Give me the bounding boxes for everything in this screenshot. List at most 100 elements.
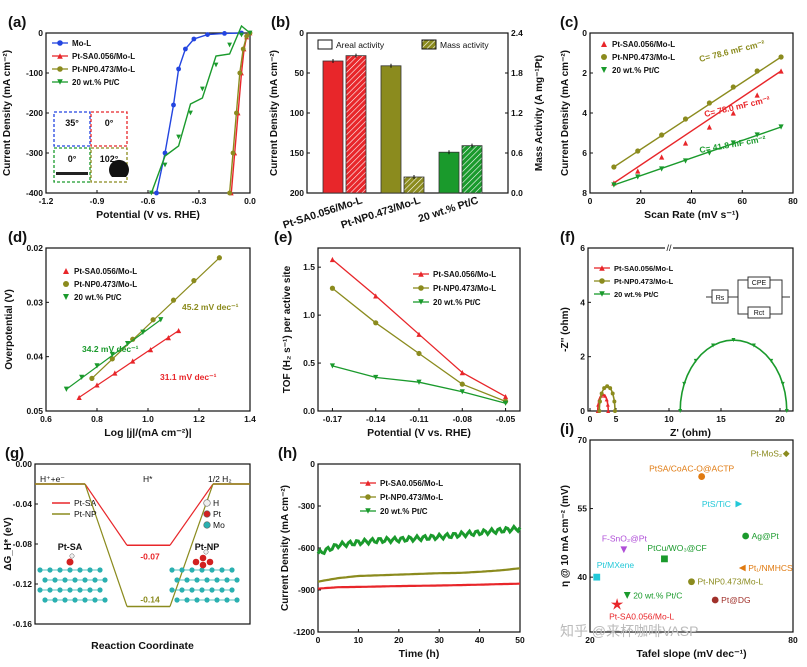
g-mo-atom (194, 577, 200, 583)
a-legend-marker (57, 79, 63, 85)
e-legend-entry: 20 wt.% Pt/C (433, 298, 481, 307)
g-mo-atom (87, 567, 93, 573)
b-panel: (b) 0 50 100 150 200 Current Density (mA cm⁻²)… (269, 14, 545, 231)
c-y-tick-label: 6 (582, 148, 587, 158)
f-circuit-rct (747, 306, 771, 319)
a-y-axis-label: Current Density (mA cm⁻²) (2, 50, 13, 176)
c-data-point (659, 132, 665, 138)
e-data-point (502, 394, 509, 400)
h-stability-curve (317, 567, 521, 583)
c-data-point (754, 132, 760, 138)
g-mo-atom (102, 597, 108, 603)
d-x-tick-label: 1.4 (244, 414, 256, 424)
g-value-label: -0.07 (140, 551, 160, 561)
c-x-tick-label: 40 (687, 196, 697, 206)
a-data-point (237, 70, 243, 76)
g-mo-atom (229, 587, 235, 593)
g-mo-atom (42, 577, 48, 583)
c-capacitance-annotation: C= 41.8 mF cm⁻² (699, 133, 767, 155)
h-legend-entry: Pt-SA0.056/Mo-L (380, 479, 443, 488)
h-x-tick-label: 30 (434, 635, 444, 645)
f-circuit-label: Rct (754, 310, 765, 317)
g-mo-atom (62, 577, 68, 583)
d-data-point (150, 317, 156, 323)
b-y2-tick-label: 0.6 (511, 148, 523, 158)
h-y-tick-label: 0 (310, 459, 315, 469)
i-data-point (738, 564, 746, 572)
g-mo-atom (92, 577, 98, 583)
i-y-tick-label: 40 (578, 572, 588, 582)
e-panel-label: (e) (274, 229, 292, 246)
c-fit-line (613, 126, 782, 186)
c-y-tick-label: 2 (582, 68, 587, 78)
f-data-point (602, 386, 607, 391)
a-data-point (230, 150, 236, 156)
h-legend-marker (365, 480, 371, 486)
c-data-point (706, 100, 713, 106)
e-legend-marker (418, 285, 424, 291)
f-data-point (608, 386, 613, 391)
b-bar-mass (461, 145, 483, 194)
i-data-point (620, 546, 628, 554)
d-legend-entry: Pt-NP0.473/Mo-L (74, 280, 137, 289)
i-point-label: PtSA/CoAC-O@ACTP (649, 464, 734, 474)
b-bar-areal (322, 60, 344, 194)
f-data-point (682, 381, 687, 386)
d-legend-marker (63, 294, 69, 300)
c-legend-marker (601, 54, 607, 60)
g-mo-atom (57, 587, 63, 593)
f-circuit-label: CPE (752, 280, 767, 287)
a-panel: (a) -1.2 -0.9 -0.6 -0.3 0.0 0 -100 -200 -300 -400 P… (2, 14, 256, 221)
c-data-point (730, 140, 736, 146)
g-mo-atom (72, 597, 78, 603)
h-x-tick-label: 10 (354, 635, 364, 645)
a-droplet-icon (109, 159, 129, 177)
c-data-point (706, 124, 713, 130)
d-data-point (140, 329, 146, 335)
e-y-tick-label: 1.0 (303, 310, 315, 320)
d-tafel-annotation: 34.2 mV dec⁻¹ (82, 344, 139, 354)
g-mo-atom (204, 577, 210, 583)
f-x-axis-label: Z' (ohm) (670, 427, 711, 439)
c-capacitance-annotation: C= 78.6 mF cm⁻² (698, 38, 766, 64)
watermark-text: 知乎 @来杯咖啡VASP (560, 623, 698, 639)
g-pt-atom (199, 561, 207, 569)
d-panel: (d) 0.6 0.8 1.0 1.2 1.4 0.02 0.03 0.04 0.05 Log |j… (4, 229, 256, 439)
h-y-tick-label: -300 (298, 501, 315, 511)
g-state-label: 1/2 H₂ (208, 474, 232, 484)
e-data-point (416, 350, 422, 357)
d-data-point (109, 356, 115, 362)
e-data-point (373, 320, 379, 326)
g-state-label: H⁺+e⁻ (40, 474, 65, 484)
g-mo-atom (174, 577, 180, 583)
a-series-line (155, 32, 242, 194)
g-mo-atom (92, 597, 98, 603)
g-mo-atom (82, 597, 88, 603)
f-y-axis-label: -Z'' (ohm) (560, 307, 571, 352)
d-panel-label: (d) (8, 229, 27, 246)
h-x-tick-label: 40 (475, 635, 485, 645)
e-data-point (416, 331, 422, 337)
i-point-label: PtS/TiC (702, 499, 731, 509)
g-connector (84, 483, 128, 546)
h-legend-entry: Pt-NP0.473/Mo-L (380, 493, 443, 502)
f-y-tick-label: 6 (580, 243, 585, 253)
f-data-point (784, 409, 789, 413)
c-data-point (682, 140, 689, 146)
f-x-tick-label: 15 (716, 414, 726, 424)
h-y-tick-label: -600 (298, 543, 315, 553)
g-pt-atom (192, 558, 200, 566)
g-mo-atom (97, 567, 103, 573)
h-y-axis-label: Current Density (mA cm⁻²) (280, 485, 291, 611)
f-data-point (612, 409, 617, 413)
f-axis-break: // (666, 243, 672, 253)
c-legend-entry: Pt-NP0.473/Mo-L (612, 53, 675, 62)
h-x-tick-label: 50 (515, 635, 525, 645)
g-structure-label: Pt-SA (58, 542, 83, 552)
f-data-point (751, 343, 756, 348)
g-mo-atom (52, 577, 58, 583)
d-y-tick-label: 0.04 (26, 352, 43, 362)
d-data-point (112, 370, 118, 376)
a-legend-marker (57, 40, 63, 46)
b-y-tick-label: 50 (295, 68, 305, 78)
